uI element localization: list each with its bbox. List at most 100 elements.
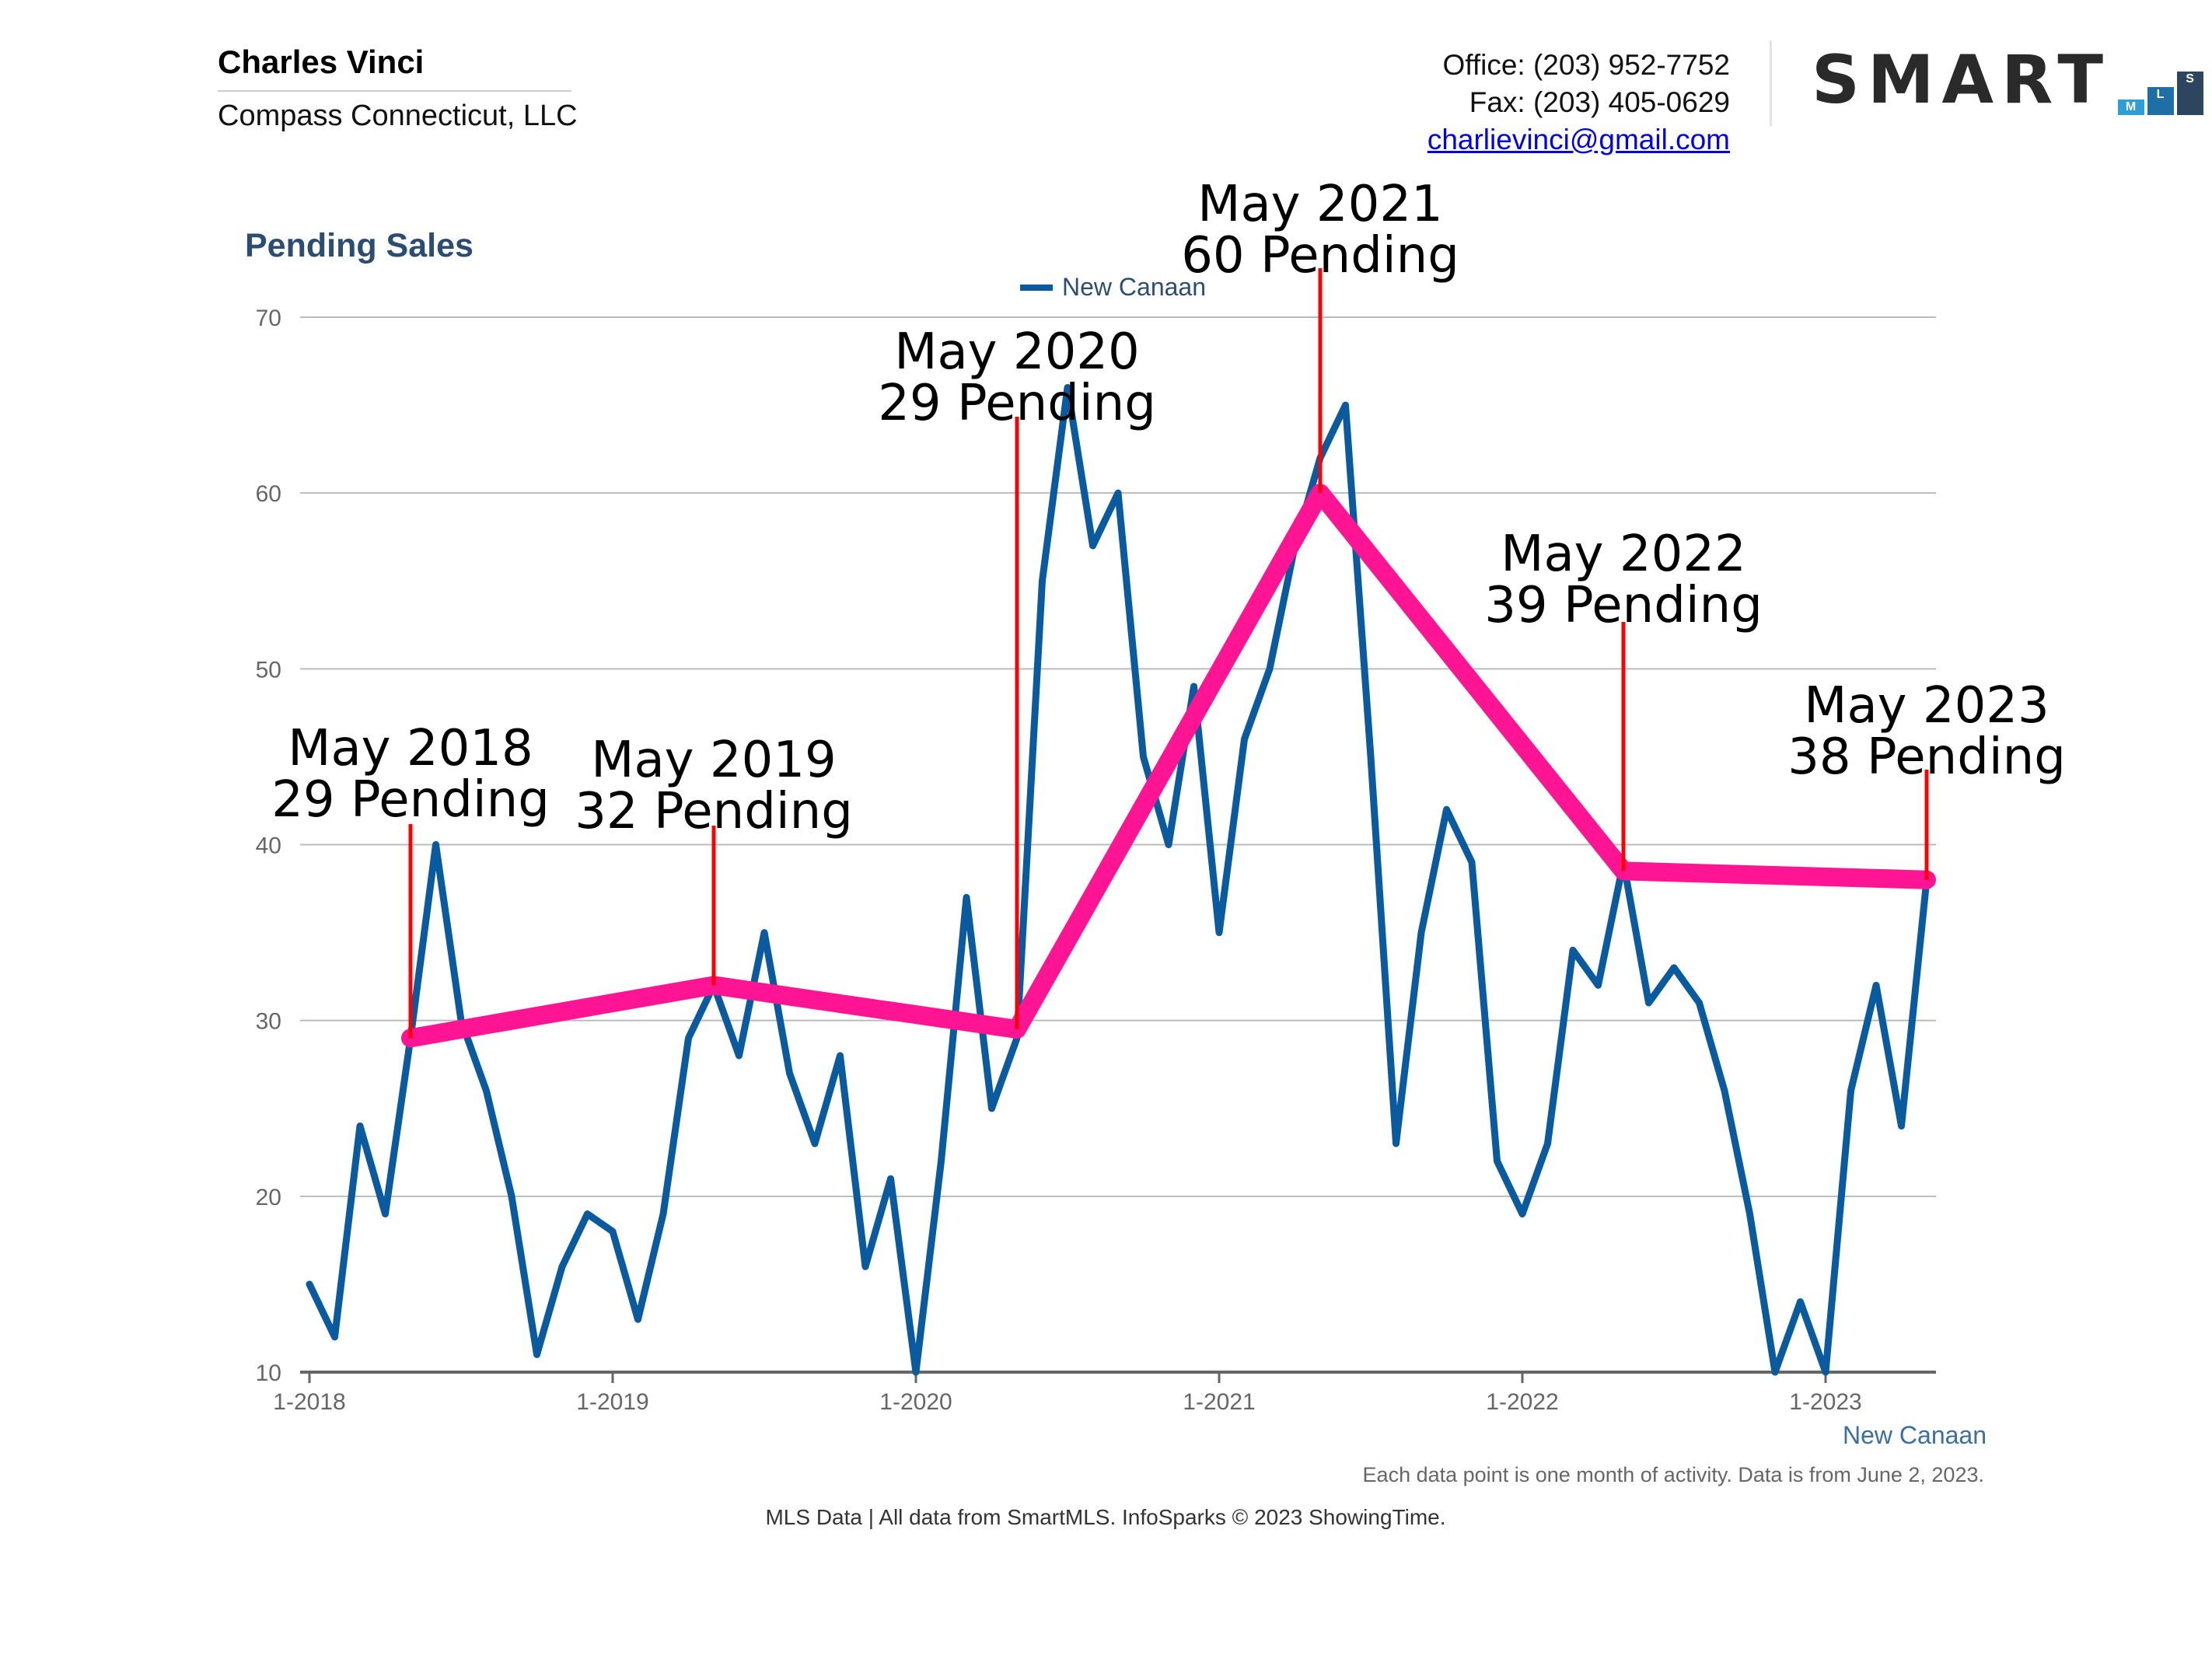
agent-block: Charles Vinci Compass Connecticut, LLC [218, 44, 578, 133]
data-point [1748, 1211, 1752, 1216]
data-point [812, 1141, 817, 1146]
data-point [1217, 931, 1221, 935]
legend-label[interactable]: New Canaan [1062, 273, 1206, 301]
chart-title: Pending Sales [245, 227, 474, 264]
data-point [661, 1211, 666, 1216]
annotation-count: 38 Pending [1787, 728, 2066, 786]
data-point [1722, 1088, 1727, 1093]
data-point [1192, 684, 1196, 689]
data-point [1520, 1211, 1525, 1216]
annotation-count: 29 Pending [878, 375, 1156, 432]
data-point [1849, 1088, 1853, 1093]
data-point [1344, 403, 1347, 407]
data-point [509, 1194, 514, 1199]
y-tick-label: 10 [256, 1360, 281, 1386]
data-point [990, 1106, 994, 1111]
x-tick-label: 1-2018 [273, 1389, 345, 1415]
email-link[interactable]: charlievinci@gmail.com [1427, 124, 1730, 155]
header-divider [1770, 40, 1772, 126]
y-tick-label: 40 [256, 833, 281, 859]
data-point [889, 1176, 893, 1181]
data-point [560, 1264, 564, 1269]
marker-layer [408, 268, 1929, 1039]
logo-block-l: L [2147, 87, 2174, 115]
data-point [1672, 966, 1676, 970]
data-point [1040, 578, 1044, 583]
legend-swatch [1020, 285, 1053, 291]
data-point [1823, 1370, 1828, 1374]
data-point [1874, 983, 1878, 987]
legend: New Canaan [1020, 273, 1206, 301]
logo-wordmark: SMART [1812, 41, 2112, 119]
data-point [939, 1159, 943, 1164]
annotation-month: May 2020 [894, 323, 1140, 381]
credit-line: MLS Data | All data from SmartMLS. InfoS… [765, 1505, 1445, 1529]
annotation-month: May 2019 [591, 732, 837, 789]
annotation-count: 32 Pending [575, 783, 853, 840]
data-point [964, 895, 969, 899]
x-tick-label: 1-2022 [1486, 1389, 1558, 1415]
data-point [914, 1370, 918, 1374]
annotation-count: 29 Pending [271, 771, 550, 829]
data-point [1571, 948, 1575, 952]
contact-block: Office: (203) 952-7752 Fax: (203) 405-06… [1427, 47, 1730, 159]
annotation-month: May 2018 [288, 720, 533, 777]
y-tick-label: 30 [256, 1009, 281, 1035]
data-point [636, 1317, 640, 1322]
annotation-count: 60 Pending [1181, 227, 1459, 285]
data-point [1697, 1001, 1701, 1005]
overlay-layer [401, 484, 1936, 1048]
annotation-month: May 2023 [1804, 677, 2050, 735]
grid-layer [300, 316, 1936, 1197]
data-point [1166, 843, 1171, 847]
y-tick-label: 70 [256, 306, 281, 331]
data-point [333, 1335, 337, 1339]
x-tick-label: 1-2019 [576, 1389, 648, 1415]
data-point [1445, 807, 1448, 812]
data-point [1065, 385, 1070, 389]
data-point [863, 1264, 868, 1269]
annotation-month: May 2022 [1501, 526, 1746, 583]
x-axis-label: New Canaan [1843, 1421, 1987, 1449]
annotation-month: May 2021 [1197, 176, 1443, 233]
annotation-count: 39 Pending [1484, 577, 1763, 634]
x-tick-label: 1-2023 [1789, 1389, 1861, 1415]
data-point [358, 1123, 362, 1128]
data-point [1899, 1123, 1903, 1128]
data-point [687, 1036, 690, 1040]
data-point [737, 1053, 741, 1058]
data-point [1242, 737, 1246, 742]
data-point [383, 1211, 387, 1216]
data-point [1546, 1141, 1550, 1146]
data-point [535, 1352, 539, 1357]
data-point [610, 1229, 615, 1234]
data-point [1116, 491, 1120, 495]
logo-block-m: M [2117, 100, 2144, 115]
data-point [484, 1088, 488, 1093]
data-point [788, 1071, 791, 1076]
office-phone: Office: (203) 952-7752 [1442, 49, 1730, 81]
axis-layer: 10 20 30 40 50 60 70 1-2018 1-2019 1-2020 1-2021 1-… [256, 306, 1936, 1415]
data-point [1368, 754, 1373, 759]
data-point [1267, 666, 1272, 671]
data-point [307, 1282, 312, 1287]
data-point [838, 1053, 842, 1058]
data-point [1141, 754, 1145, 759]
logo-block-s: S [2176, 72, 2203, 115]
data-point [1091, 543, 1095, 548]
data-point [1394, 1141, 1398, 1146]
may-trend-line [401, 484, 1936, 1048]
data-point [1469, 860, 1474, 864]
smartmls-logo: SMART M L S [1812, 45, 2211, 115]
data-point [1773, 1370, 1777, 1374]
data-point [1798, 1300, 1802, 1304]
y-tick-label: 60 [256, 481, 281, 507]
data-point [1647, 1001, 1651, 1005]
y-tick-label: 50 [256, 657, 281, 683]
data-point [1495, 1159, 1499, 1164]
company-name: Compass Connecticut, LLC [218, 100, 578, 132]
data-point [585, 1211, 589, 1216]
x-tick-label: 1-2020 [879, 1389, 952, 1415]
